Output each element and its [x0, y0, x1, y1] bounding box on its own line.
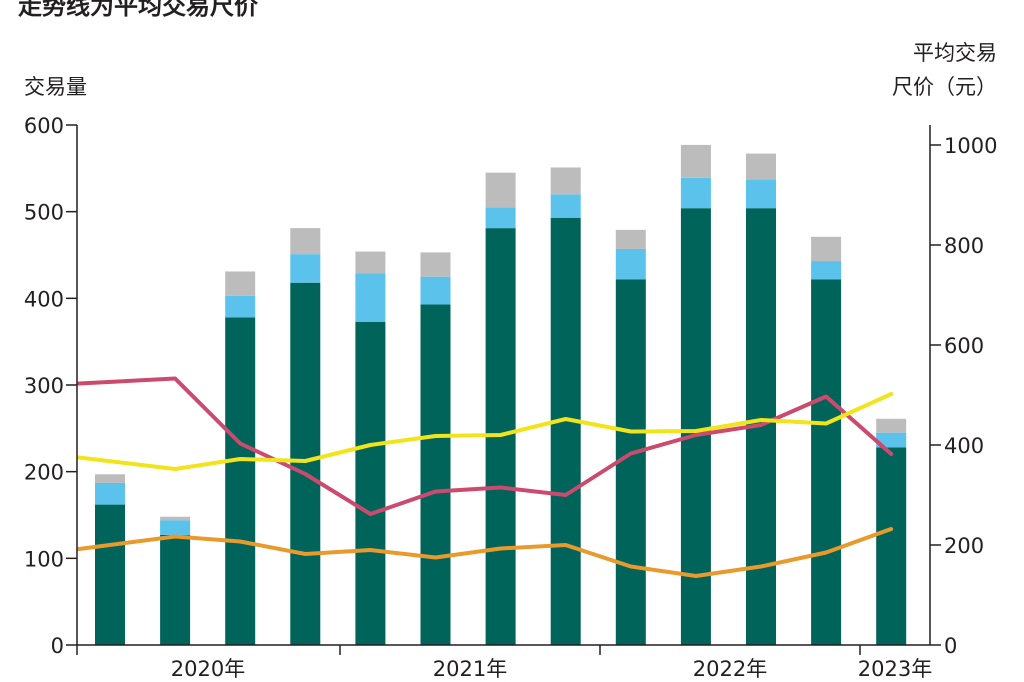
- bar-segment-1-6: [420, 304, 451, 645]
- left-tick-label: 300: [24, 374, 64, 398]
- bar-segment-2-5: [355, 273, 386, 322]
- bar-segment-2-13: [876, 432, 907, 448]
- bar-segment-3-4: [290, 228, 321, 255]
- right-tick-label: 600: [944, 334, 984, 358]
- x-tick-label: 2020年: [171, 657, 245, 681]
- bar-segment-2-12: [811, 261, 842, 280]
- bar-segment-1-12: [811, 279, 842, 645]
- bar-segment-1-4: [290, 282, 321, 645]
- bar-segment-1-1: [95, 504, 125, 645]
- bar-segment-2-9: [615, 248, 646, 280]
- right-tick-label: 1000: [944, 134, 997, 158]
- right-axis-title-line-1: 平均交易: [913, 41, 997, 65]
- right-tick-label: 0: [944, 634, 957, 658]
- left-tick-label: 500: [24, 201, 64, 225]
- bars-layer: [95, 144, 907, 645]
- x-tick-label: 2022年: [693, 657, 767, 681]
- right-tick-label: 200: [944, 534, 984, 558]
- bar-segment-3-8: [550, 167, 581, 195]
- ticks-layer: 0 100 200 300 400 500 600 0 200 400 600 800 1000 2020…: [24, 114, 998, 681]
- trend-line-3: [77, 527, 894, 578]
- trend-line-1: [77, 376, 894, 516]
- bar-segment-3-12: [811, 236, 842, 262]
- bar-segment-2-7: [485, 207, 516, 229]
- bar-segment-3-13: [876, 418, 907, 433]
- bar-segment-3-1: [95, 474, 125, 483]
- bar-segment-2-4: [290, 254, 321, 283]
- bar-segment-2-2: [160, 520, 191, 535]
- left-tick-label: 0: [51, 634, 64, 658]
- bar-segment-2-6: [420, 276, 451, 305]
- bar-segment-1-5: [355, 321, 386, 645]
- bar-segment-1-8: [550, 217, 581, 645]
- right-tick-label: 400: [944, 434, 984, 458]
- trend-line-2: [77, 392, 894, 471]
- bar-segment-2-10: [680, 177, 711, 209]
- bar-segment-1-10: [680, 208, 711, 645]
- bar-segment-3-10: [680, 144, 711, 178]
- bar-segment-3-3: [225, 271, 256, 296]
- bar-segment-1-13: [876, 447, 907, 645]
- bar-segment-3-5: [355, 251, 386, 274]
- right-axis-title-line-2: 尺价（元）: [892, 75, 997, 99]
- chart-title: 走势线为平均交易尺价: [18, 0, 259, 20]
- x-tick-label: 2021年: [433, 657, 507, 681]
- bar-segment-3-11: [746, 153, 776, 180]
- right-tick-label: 800: [944, 234, 984, 258]
- left-tick-label: 200: [24, 461, 64, 485]
- bar-segment-2-1: [95, 482, 125, 505]
- bar-segment-2-11: [746, 179, 776, 209]
- left-tick-label: 400: [24, 287, 64, 311]
- lines-layer: [77, 376, 894, 578]
- bar-segment-2-8: [550, 194, 581, 218]
- bar-segment-3-6: [420, 252, 451, 277]
- x-tick-label: 2023年: [858, 657, 932, 681]
- left-axis-title: 交易量: [24, 75, 87, 99]
- bar-segment-1-2: [160, 534, 191, 645]
- bar-segment-3-7: [485, 172, 516, 208]
- bar-segment-1-3: [225, 317, 256, 645]
- left-tick-label: 600: [24, 114, 64, 138]
- bar-segment-2-3: [225, 295, 256, 318]
- bar-segment-3-2: [160, 516, 191, 521]
- bar-segment-3-9: [615, 229, 646, 249]
- left-tick-label: 100: [24, 547, 64, 571]
